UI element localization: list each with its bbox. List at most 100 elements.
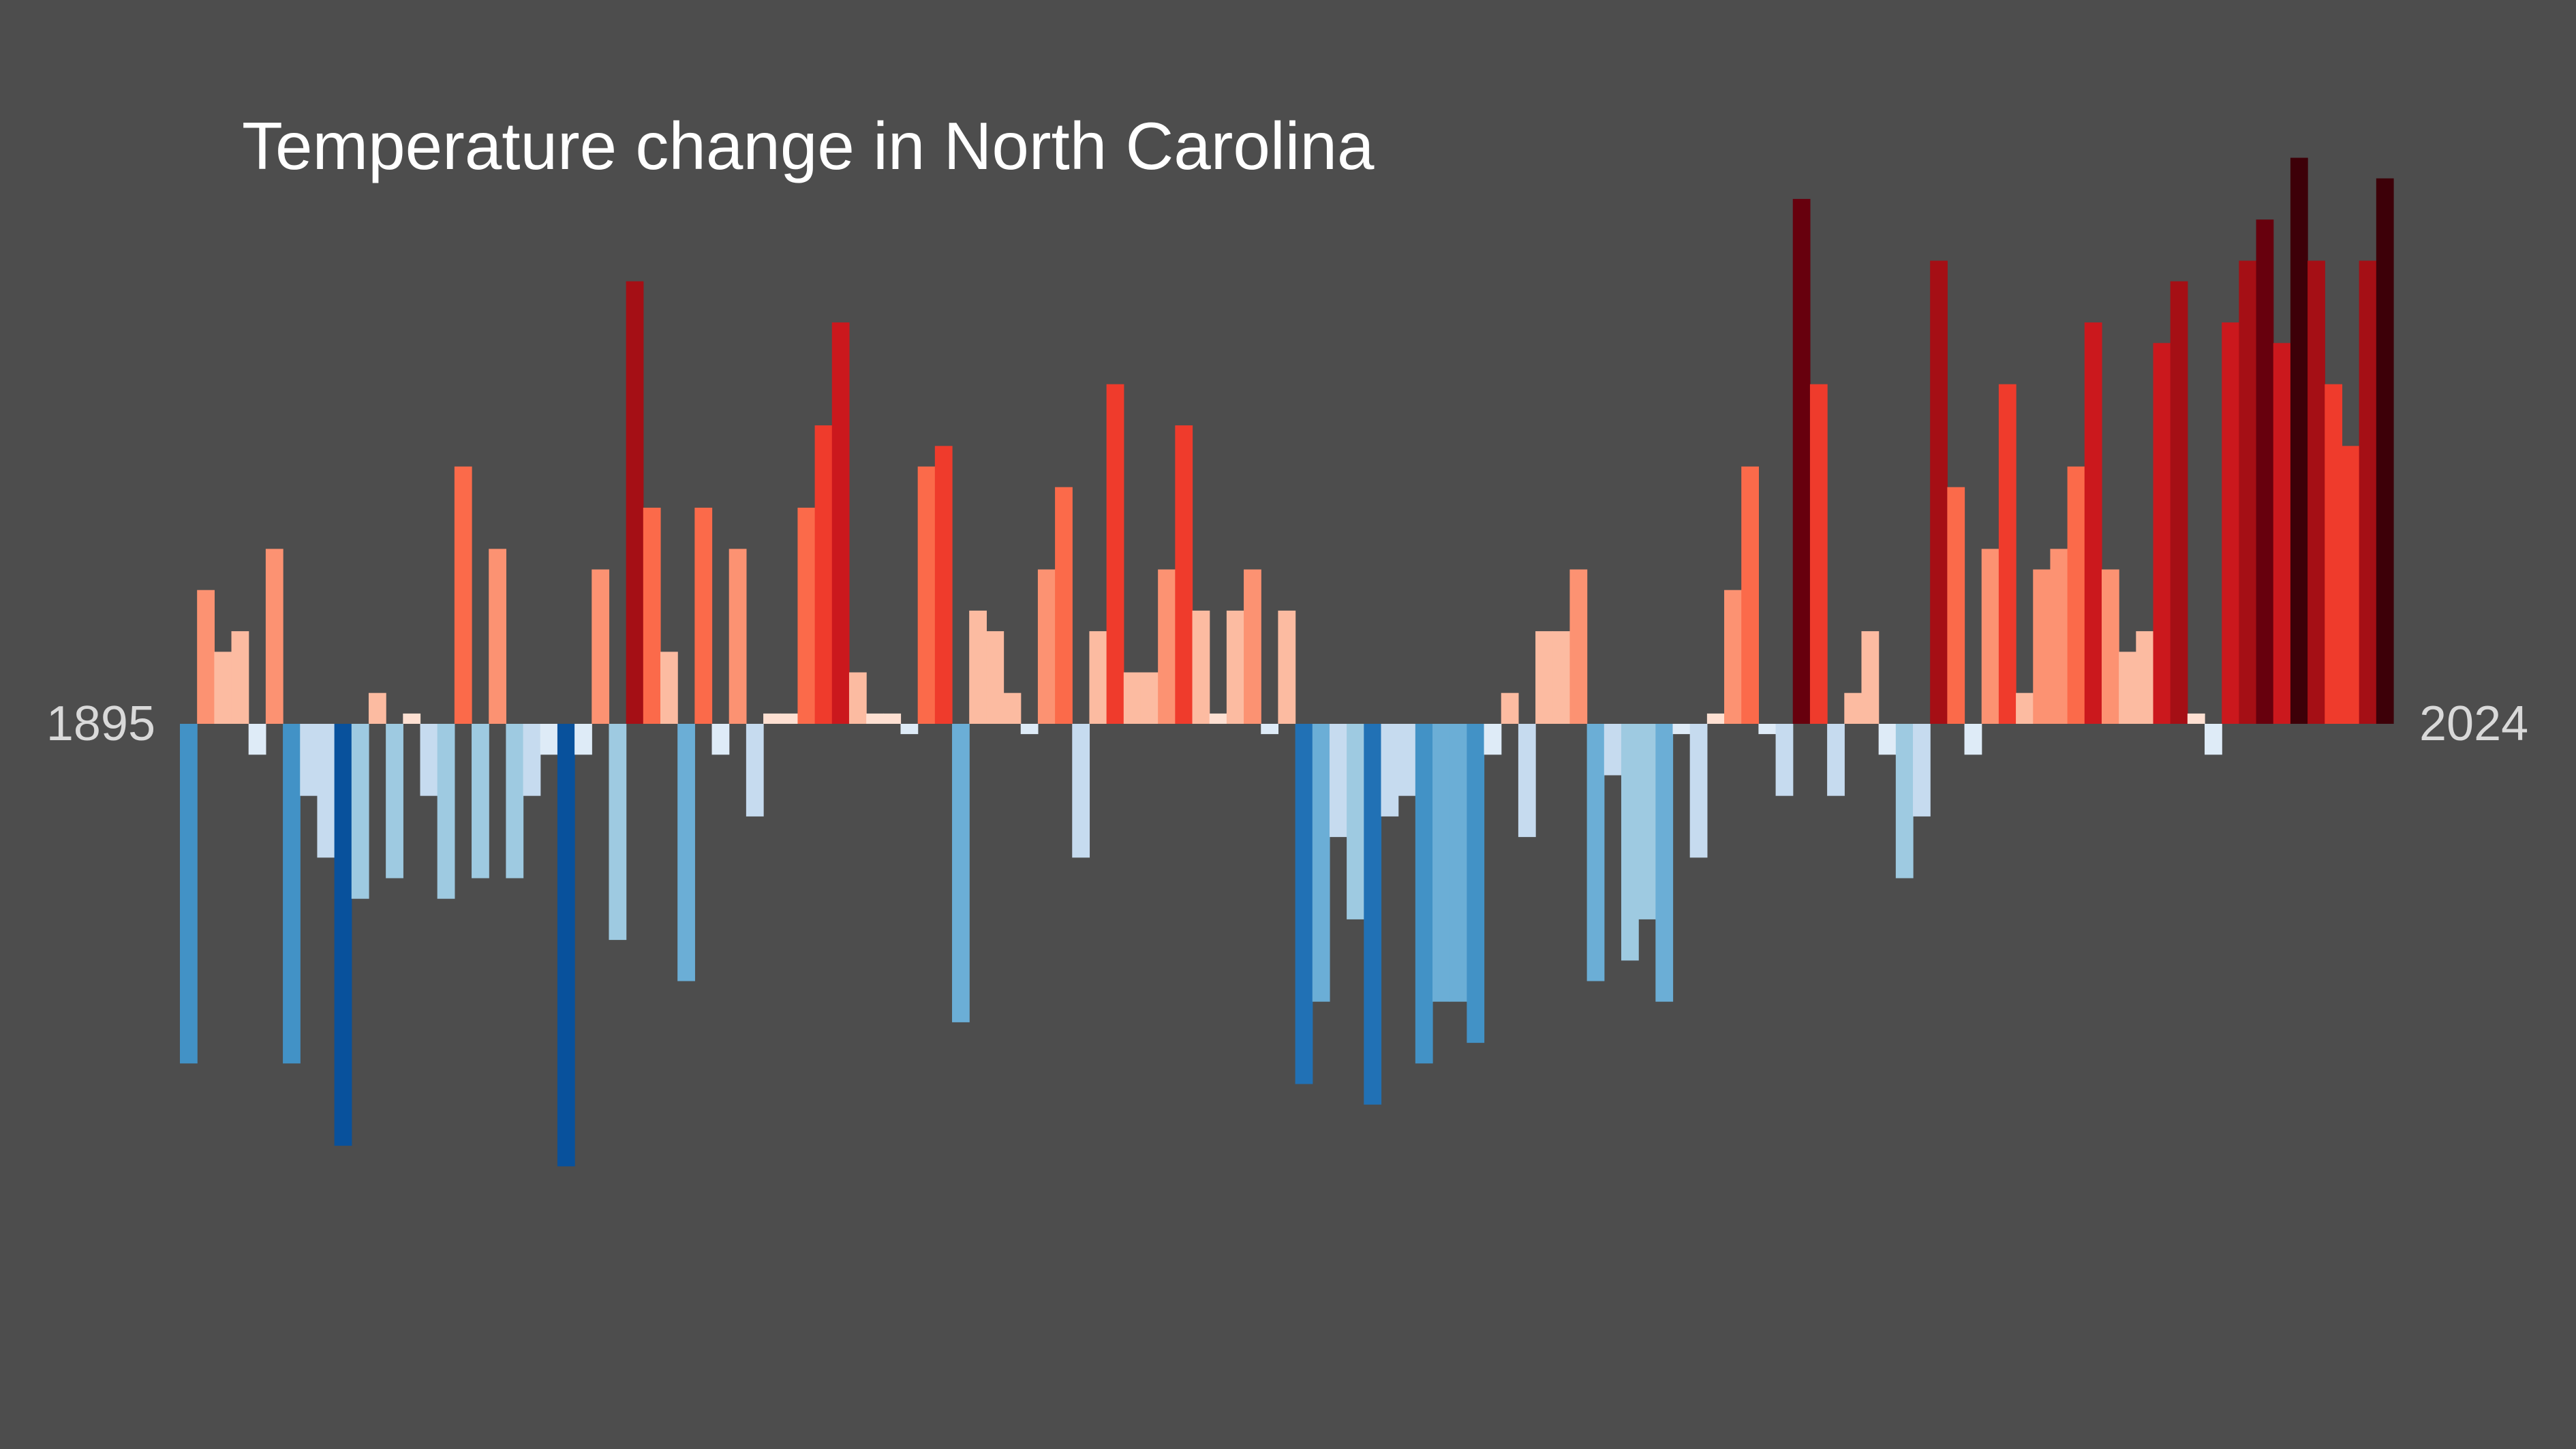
- bar-2003: [2033, 569, 2051, 724]
- bar-2011: [2170, 281, 2188, 724]
- bar-1916: [540, 724, 558, 755]
- bar-1907: [386, 724, 403, 879]
- bar-2001: [1998, 384, 2017, 724]
- bar-1932: [814, 425, 833, 724]
- bar-1942: [986, 631, 1005, 724]
- bar-1962: [1329, 724, 1347, 838]
- bar-1934: [848, 672, 867, 724]
- bar-1913: [489, 549, 506, 724]
- bar-1991: [1827, 724, 1845, 796]
- bar-1897: [214, 652, 232, 724]
- bar-1960: [1295, 724, 1313, 1084]
- bar-1923: [660, 652, 678, 724]
- bar-2005: [2067, 466, 2085, 724]
- bar-1935: [866, 713, 884, 724]
- bar-1902: [300, 724, 318, 796]
- bar-1927: [729, 549, 747, 724]
- bar-1998: [1947, 487, 1965, 724]
- bar-1929: [763, 713, 781, 724]
- bar-2000: [1981, 549, 1999, 724]
- bar-2004: [2050, 549, 2068, 724]
- bar-1983: [1689, 724, 1708, 858]
- bar-1909: [420, 724, 438, 796]
- bar-1957: [1244, 569, 1261, 724]
- bar-1896: [197, 590, 215, 724]
- bar-2006: [2084, 322, 2102, 724]
- end-year-label: 2024: [2419, 697, 2528, 751]
- bar-1949: [1106, 384, 1124, 724]
- bar-2023: [2376, 178, 2394, 724]
- bar-1920: [609, 724, 627, 941]
- bar-1900: [265, 549, 283, 724]
- bar-1997: [1930, 260, 1948, 724]
- bar-2007: [2101, 569, 2119, 724]
- bar-1980: [1638, 724, 1656, 919]
- bar-1953: [1175, 425, 1193, 724]
- bar-1987: [1758, 724, 1777, 735]
- bar-1940: [952, 724, 970, 1022]
- bar-1950: [1123, 672, 1141, 724]
- bar-2015: [2239, 260, 2257, 724]
- bar-1990: [1809, 384, 1828, 724]
- bar-2019: [2307, 260, 2325, 724]
- bar-1937: [900, 724, 919, 735]
- bar-1985: [1724, 590, 1742, 724]
- bar-1939: [934, 446, 953, 724]
- bar-1946: [1055, 487, 1073, 724]
- bar-1968: [1432, 724, 1450, 1002]
- bar-1981: [1655, 724, 1674, 1002]
- bar-2014: [2222, 322, 2239, 724]
- bar-1917: [557, 724, 575, 1167]
- bar-1958: [1261, 724, 1279, 735]
- bar-1918: [574, 724, 592, 755]
- bar-1944: [1020, 724, 1039, 735]
- bar-1965: [1381, 724, 1399, 817]
- bar-1904: [334, 724, 352, 1146]
- bar-1975: [1552, 631, 1571, 724]
- bar-1933: [831, 322, 850, 724]
- bar-1945: [1037, 569, 1056, 724]
- bar-1988: [1775, 724, 1794, 796]
- bar-1922: [643, 507, 661, 724]
- bar-1977: [1586, 724, 1605, 981]
- bar-1979: [1621, 724, 1639, 961]
- bar-1910: [437, 724, 455, 899]
- bar-2020: [2325, 384, 2343, 724]
- bar-1926: [711, 724, 730, 755]
- bars-group: [180, 157, 2394, 1167]
- bar-1956: [1226, 610, 1244, 724]
- bar-1984: [1706, 713, 1725, 724]
- bar-1970: [1467, 724, 1485, 1043]
- bar-1924: [677, 724, 695, 981]
- bar-2016: [2256, 219, 2274, 724]
- bar-2009: [2136, 631, 2154, 724]
- bar-1895: [180, 724, 198, 1064]
- bar-1903: [317, 724, 335, 858]
- bar-1972: [1501, 692, 1519, 724]
- bar-1952: [1158, 569, 1176, 724]
- bar-1901: [283, 724, 301, 1064]
- bar-1969: [1450, 724, 1467, 1002]
- bar-1978: [1604, 724, 1622, 776]
- bar-2013: [2205, 724, 2222, 755]
- bar-1919: [592, 569, 610, 724]
- bar-1959: [1278, 610, 1296, 724]
- bar-1986: [1741, 466, 1759, 724]
- bar-1974: [1535, 631, 1553, 724]
- bar-1955: [1209, 713, 1227, 724]
- bar-1996: [1913, 724, 1931, 817]
- bar-1964: [1364, 724, 1382, 1105]
- bar-1943: [1003, 692, 1022, 724]
- bar-1899: [248, 724, 266, 755]
- bar-1973: [1518, 724, 1536, 838]
- bar-1905: [351, 724, 369, 899]
- bar-2017: [2273, 343, 2291, 724]
- bar-2022: [2359, 260, 2377, 724]
- bar-1961: [1312, 724, 1330, 1002]
- bar-1966: [1398, 724, 1416, 796]
- bar-1911: [454, 466, 472, 724]
- bar-1976: [1569, 569, 1588, 724]
- bar-1936: [883, 713, 902, 724]
- bar-2010: [2153, 343, 2171, 724]
